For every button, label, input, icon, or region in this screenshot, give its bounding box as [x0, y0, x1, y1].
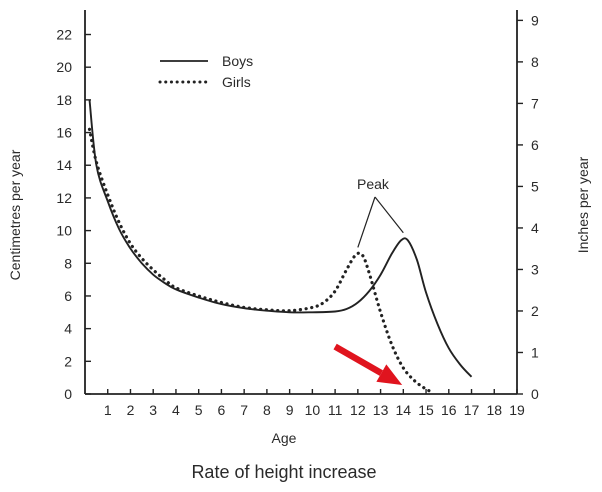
x-tick-label-18: 18 — [486, 402, 502, 418]
legend-label-boys: Boys — [222, 53, 253, 69]
x-tick-label-19: 19 — [509, 402, 525, 418]
x-tick-label-8: 8 — [263, 402, 271, 418]
series-line-girls — [87, 127, 435, 394]
x-tick-label-13: 13 — [373, 402, 389, 418]
x-tick-label-12: 12 — [350, 402, 366, 418]
y-right-tick-label-5: 5 — [531, 178, 539, 194]
y-left-tick-label-6: 6 — [64, 288, 72, 304]
x-tick-label-10: 10 — [305, 402, 321, 418]
y-left-tick-label-0: 0 — [64, 386, 72, 402]
y-right-tick-label-1: 1 — [531, 344, 539, 360]
y-left-tick-label-14: 14 — [56, 157, 72, 173]
y-right-tick-label-0: 0 — [531, 386, 539, 402]
y-left-tick-label-20: 20 — [56, 59, 72, 75]
x-tick-label-7: 7 — [240, 402, 248, 418]
y-right-tick-label-2: 2 — [531, 303, 539, 319]
annotation-peak-label: Peak — [357, 176, 390, 192]
x-tick-label-4: 4 — [172, 402, 180, 418]
x-tick-label-2: 2 — [127, 402, 135, 418]
y-left-tick-label-2: 2 — [64, 353, 72, 369]
x-tick-label-9: 9 — [286, 402, 294, 418]
y-left-tick-label-4: 4 — [64, 321, 72, 337]
red-arrow-head — [376, 364, 403, 386]
y-right-tick-label-4: 4 — [531, 220, 539, 236]
y-right-tick-label-6: 6 — [531, 137, 539, 153]
x-tick-label-1: 1 — [104, 402, 112, 418]
peak-pointer-1 — [357, 196, 376, 248]
series-layer — [87, 99, 473, 394]
x-tick-label-14: 14 — [396, 402, 412, 418]
x-tick-label-3: 3 — [149, 402, 157, 418]
y-left-tick-label-10: 10 — [56, 223, 72, 239]
legend-label-girls: Girls — [222, 74, 251, 90]
y-right-tick-label-8: 8 — [531, 54, 539, 70]
y-right-tick-label-9: 9 — [531, 12, 539, 28]
peak-pointer-2 — [374, 196, 404, 234]
y-axis-title-left: Centimetres per year — [7, 149, 23, 280]
red-arrow-shaft — [333, 343, 383, 376]
y-right-tick-label-7: 7 — [531, 95, 539, 111]
legend: Boys Girls — [158, 53, 253, 90]
x-tick-label-11: 11 — [328, 402, 343, 418]
y-left-tick-label-8: 8 — [64, 255, 72, 271]
series-line-boys — [88, 99, 473, 378]
y-left-tick-label-12: 12 — [56, 190, 72, 206]
x-axis-title: Age — [272, 430, 297, 446]
x-tick-label-5: 5 — [195, 402, 203, 418]
y-left-tick-label-16: 16 — [56, 125, 72, 141]
x-tick-label-6: 6 — [218, 402, 226, 418]
y-right-tick-label-3: 3 — [531, 261, 539, 277]
x-tick-label-16: 16 — [441, 402, 457, 418]
chart-caption: Rate of height increase — [191, 462, 376, 482]
ticks-layer: 1 2 3 4 5 6 7 8 9 10 11 12 13 14 15 16 17 18 1902468101214… — [56, 12, 539, 418]
annotation-layer — [333, 196, 404, 386]
y-left-tick-label-22: 22 — [56, 27, 72, 43]
y-left-tick-label-18: 18 — [56, 92, 72, 108]
y-axis-title-right: Inches per year — [575, 156, 591, 253]
x-tick-label-17: 17 — [464, 402, 480, 418]
x-tick-label-15: 15 — [418, 402, 434, 418]
